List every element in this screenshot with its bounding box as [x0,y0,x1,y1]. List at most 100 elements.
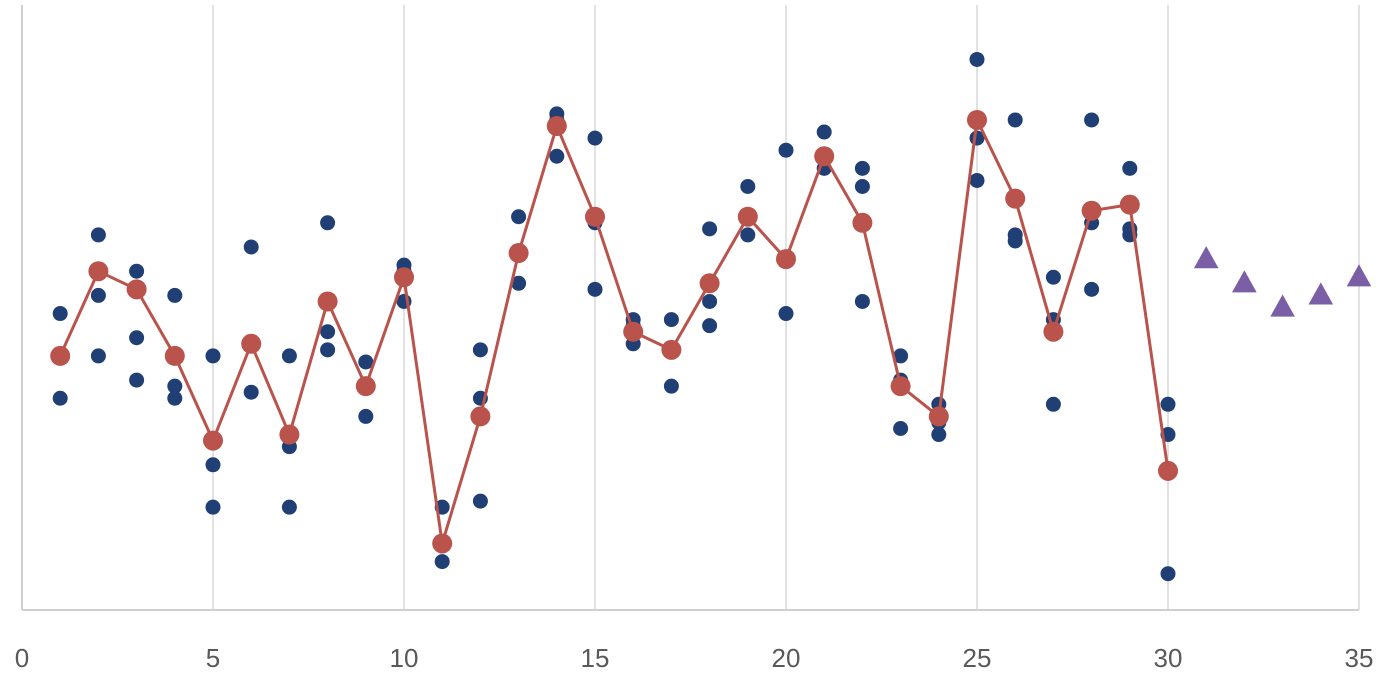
series-1-point-18 [737,206,758,227]
series-1-point-20 [814,146,835,167]
series-0-point-17 [281,348,297,364]
series-0-point-75 [1084,112,1100,128]
series-1-point-29 [1158,460,1178,481]
grid-layer [212,5,1360,610]
series-0-point-39 [587,130,603,146]
series-1-point-19 [776,249,796,270]
series-0-point-72 [1045,269,1061,285]
series-0-point-35 [511,275,527,291]
series-0-point-16 [243,384,259,400]
tick-layer: 0 5 10 15 20 25 30 35 [15,643,1374,673]
series-1-point-9 [394,267,414,288]
series-0-point-48 [702,221,718,237]
x-tick-label-30: 30 [1154,643,1183,673]
series-0-point-49 [702,293,718,309]
series-1-point-1 [88,261,109,282]
x-tick-label-25: 25 [963,643,992,673]
series-0-point-15 [243,239,259,255]
series-0-point-60 [893,348,909,364]
series-1-point-23 [928,406,949,427]
series-0-point-33 [511,209,527,225]
series-0-point-78 [1122,160,1138,176]
series-1-point-24 [967,109,987,130]
x-tick-label-35: 35 [1345,643,1374,673]
x-tick-label-0: 0 [15,643,29,673]
series-0-point-55 [816,124,832,140]
series-0-point-12 [205,348,221,364]
series-1-point-28 [1119,194,1140,215]
series-0-point-74 [1045,396,1061,412]
series-0-point-8 [129,372,145,388]
series-0-point-77 [1084,281,1100,297]
series-0-point-83 [1160,566,1176,582]
series-0-point-9 [167,287,183,303]
series-0-point-38 [549,148,565,164]
series-2-point-1 [1232,270,1257,293]
x-tick-label-5: 5 [206,643,220,673]
series-2-point-2 [1270,294,1295,317]
series-1-point-5 [241,333,262,354]
x-tick-label-15: 15 [581,643,610,673]
series-0-point-13 [205,457,221,473]
series-0-point-65 [931,427,947,443]
series-1-point-6 [279,424,300,445]
series-1-point-14 [585,206,605,227]
axis-layer [21,5,1359,611]
series-0-point-30 [472,342,488,358]
series-1-point-25 [1005,188,1026,209]
series-1-point-13 [546,116,567,136]
series-0-point-54 [778,306,794,322]
series-0-point-41 [587,281,603,297]
series-0-point-20 [320,215,336,231]
series-0-point-5 [90,348,106,364]
series-1-point-8 [355,376,376,397]
x-tick-label-20: 20 [772,643,801,673]
series-1-point-26 [1043,321,1064,342]
series-1-point-22 [890,376,911,397]
series-1-point-27 [1081,200,1102,221]
series-0-point-23 [358,354,374,370]
series-1-point-16 [661,339,682,360]
series-1-point-17 [699,273,720,294]
series-0-point-59 [854,293,870,309]
series-0-point-81 [1160,396,1176,412]
series-0-point-71 [1007,233,1023,249]
series-0-point-53 [778,142,794,158]
series-2-point-4 [1346,264,1372,287]
series-0-point-11 [167,390,183,406]
series-0-point-4 [90,287,106,303]
series-0-point-58 [854,179,870,194]
series-0-point-32 [472,493,488,509]
series-0-point-24 [358,408,374,424]
series-0-point-45 [663,312,679,328]
series-0-point-10 [167,378,183,394]
series-1-point-3 [164,345,185,366]
series-1-point-4 [203,430,223,451]
series-0-point-3 [90,227,106,243]
series-0-point-6 [129,263,145,279]
series-1-point-2 [126,279,147,300]
series-0-point-68 [969,172,985,188]
series-0-point-22 [320,342,336,358]
series-1-point-0 [50,345,71,366]
series-1-point-12 [508,243,529,264]
series-1-point-15 [623,321,644,342]
x-tick-label-10: 10 [390,643,419,673]
series-0-point-69 [1007,112,1023,128]
series-0-point-0 [52,306,68,322]
series-layer [50,51,1372,582]
series-1-line [58,118,1170,545]
series-0-point-47 [663,378,679,394]
series-0-point-62 [893,421,909,436]
series-0-point-2 [52,390,68,406]
series-2-point-3 [1308,282,1334,305]
series-1-point-7 [317,291,338,312]
series-0-point-14 [205,499,221,515]
series-0-point-29 [434,554,450,570]
series-0-point-50 [702,318,718,334]
series-0-point-21 [320,324,336,340]
series-0-point-19 [281,499,297,515]
series-0-point-51 [740,179,756,194]
